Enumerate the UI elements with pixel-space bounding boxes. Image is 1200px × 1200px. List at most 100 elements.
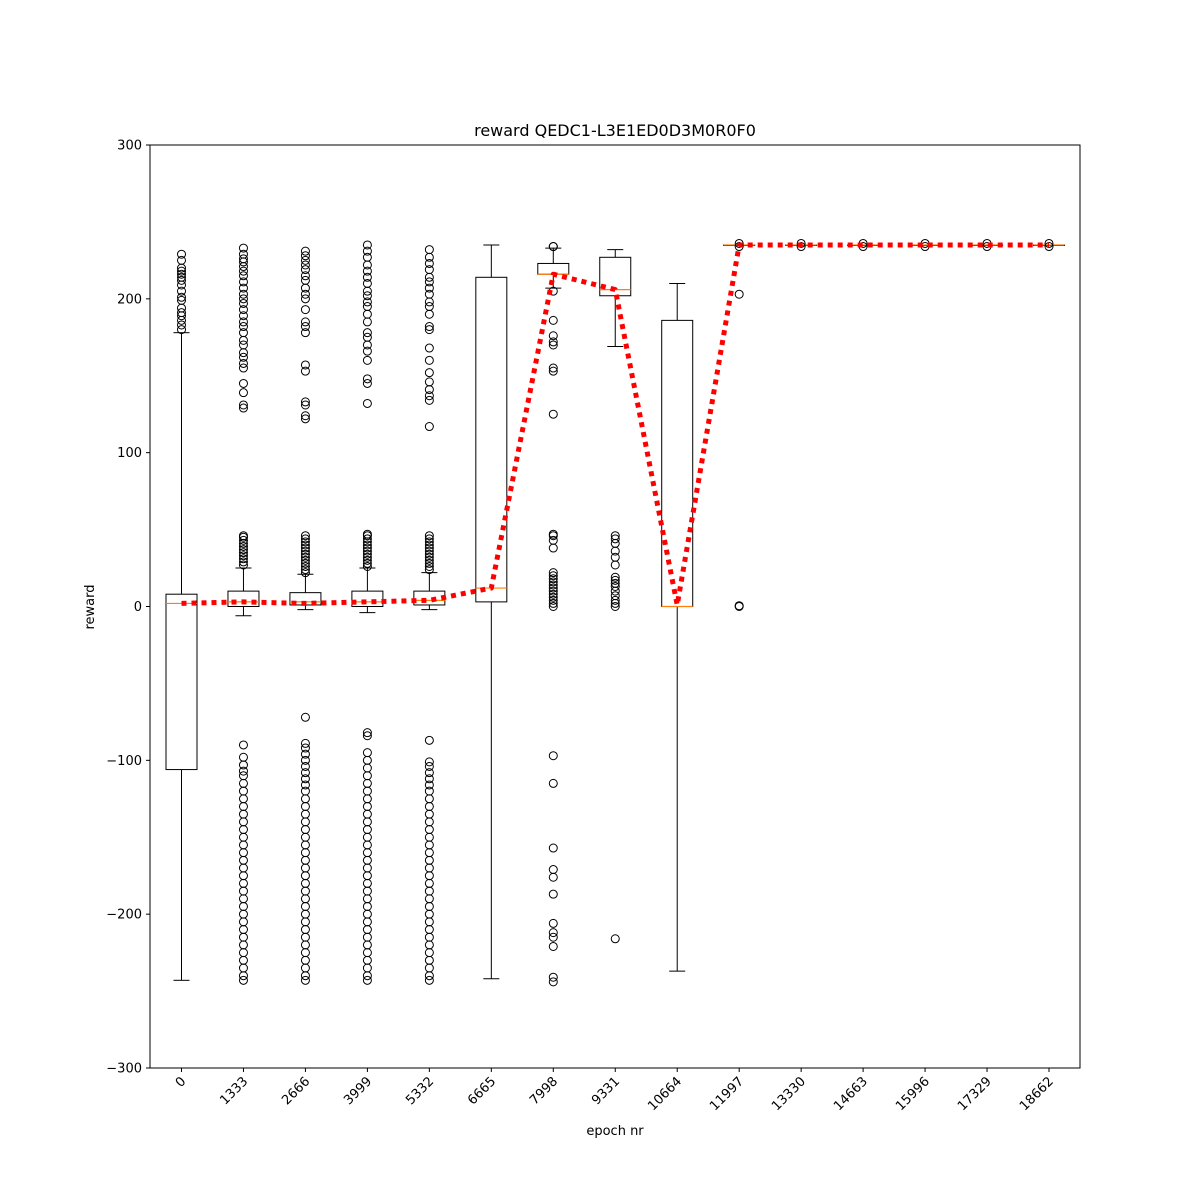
flier-point [238,535,248,545]
flier-point [548,543,558,553]
flier-point [424,825,434,835]
flier-point [177,292,186,302]
flier-point [238,886,248,896]
box-group [661,282,694,972]
flier-point [238,932,248,942]
flier-point [362,778,372,788]
flier-point [362,794,372,804]
flier-point [300,411,310,421]
flier-point [734,601,744,611]
flier-point [610,538,620,548]
flier-point [424,355,434,365]
flier-point [424,534,434,544]
flier-point [300,397,310,407]
flier-point [362,340,372,350]
flier-point [424,848,434,858]
flier-point [238,971,248,981]
x-tick-label: 3999 [341,1074,375,1108]
flier-point [238,551,248,561]
flier-point [300,855,310,865]
flier-point [548,331,558,341]
flier-point [300,552,310,562]
flier-point [424,940,434,950]
flier-point [424,817,434,827]
flier-point [300,568,310,578]
flier-point [300,755,310,765]
flier-point [424,565,434,575]
flier-point [238,352,248,362]
flier-point [300,817,310,827]
flier-point [238,266,248,276]
flier-point [238,560,248,570]
flier-point [424,794,434,804]
flier-point [238,548,248,558]
box-group [227,243,260,985]
flier-point [300,255,310,265]
flier-point [362,917,372,927]
flier-point [300,537,310,547]
flier-point [362,786,372,796]
flier-point [362,871,372,881]
flier-point [238,752,248,762]
x-tick-label: 1333 [217,1074,251,1108]
flier-point [362,252,372,262]
flier-point [177,295,186,305]
flier-point [238,283,248,293]
flier-point [300,275,310,285]
flier-point [362,963,372,973]
flier-point [238,766,248,776]
flier-point [362,771,372,781]
flier-point [238,363,248,373]
flier-point [424,757,434,767]
y-tick-label: 0 [134,600,142,615]
flier-point [362,728,372,738]
flier-point [424,901,434,911]
x-axis: 0 1333 2666 3999 5332 6665 7998 9331 10664 11997 1… [173,1068,1057,1114]
y-axis: −300 −200 −100 0 100 200 300 [106,139,150,1077]
flier-point [610,560,620,570]
flier-point [362,546,372,556]
flier-point [238,542,248,552]
flier-point [300,840,310,850]
flier-point [362,909,372,919]
flier-point [424,558,434,568]
x-tick-label: 5332 [403,1074,437,1108]
flier-point [300,246,310,256]
flier-point [300,317,310,327]
flier-point [238,378,248,388]
flier-point [238,262,248,272]
flier-point [548,535,558,545]
flier-point [548,598,558,608]
box [661,319,694,607]
flier-point [300,283,310,293]
flier-point [300,932,310,942]
flier-point [238,277,248,287]
flier-point [424,871,434,881]
flier-point [362,848,372,858]
flier-point [424,272,434,282]
flier-point [238,948,248,958]
flier-point [362,932,372,942]
flier-point [300,328,310,338]
flier-point [610,534,620,544]
flier-point [238,358,248,368]
flier-point [300,774,310,784]
flier-point [424,963,434,973]
flier-point [548,315,558,325]
flier-point [548,751,558,761]
flier-point [238,940,248,950]
flier-point [238,254,248,264]
flier-point [424,552,434,562]
flier-point [238,901,248,911]
flier-point [362,260,372,270]
flier-point [238,794,248,804]
flier-point [300,863,310,873]
box-group [599,249,632,944]
flier-point [300,894,310,904]
flier-point [300,832,310,842]
flier-point [610,598,620,608]
flier-point [610,572,620,582]
flier-point [424,368,434,378]
flier-point [238,289,248,299]
